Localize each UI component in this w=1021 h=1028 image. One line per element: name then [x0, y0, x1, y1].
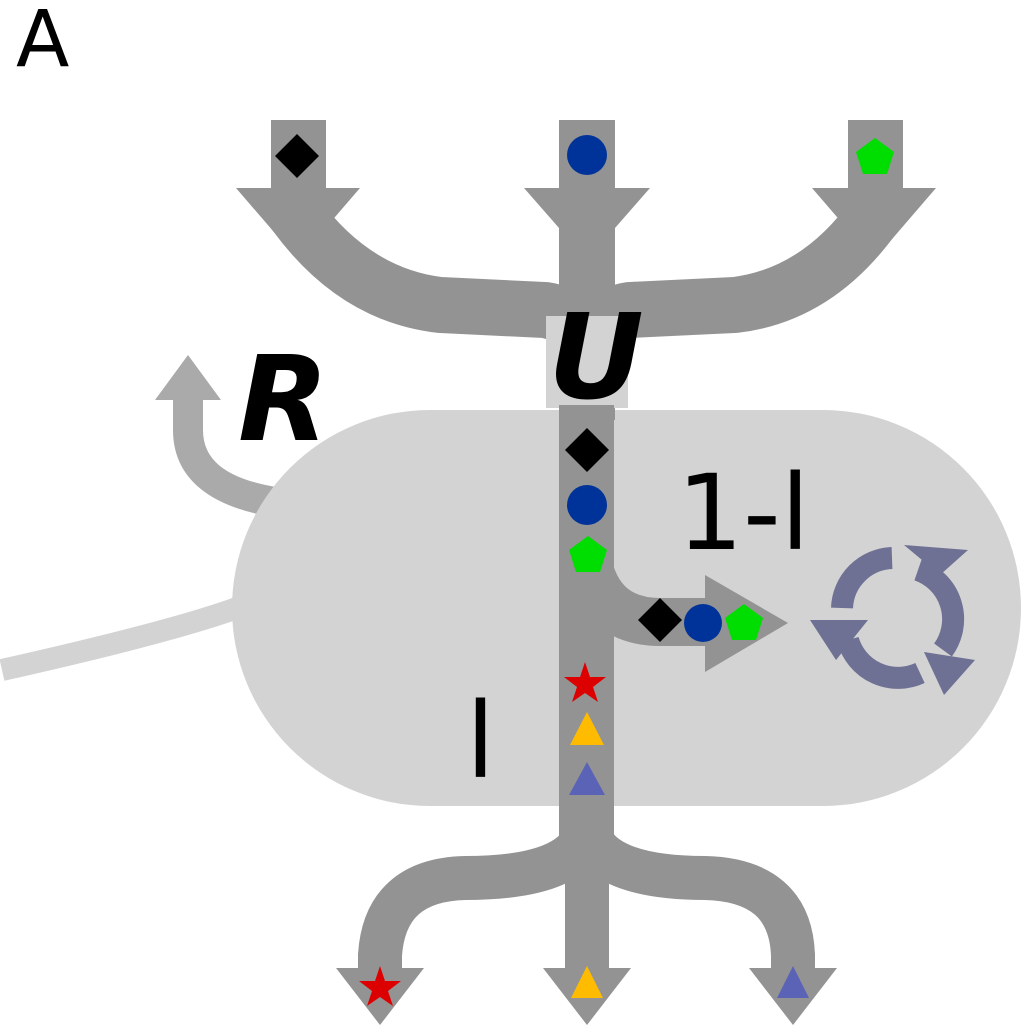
- triangle-blue-icon: [777, 966, 809, 998]
- diamond-icon: [638, 598, 682, 642]
- uptake-label-box: [546, 316, 628, 408]
- panel-label: A: [16, 0, 69, 85]
- retained-fraction-label: 1-l: [677, 452, 810, 574]
- diamond-icon: [565, 428, 609, 472]
- lost-fraction-label: l: [466, 680, 495, 802]
- pentagon-icon: [725, 604, 763, 640]
- cell-tail: [0, 594, 249, 681]
- input-arrowhead-center: [524, 188, 650, 260]
- pentagon-icon: [569, 536, 607, 572]
- star-icon: [359, 966, 401, 1006]
- input-arrowhead-left: [236, 188, 360, 260]
- release-label: R: [238, 330, 329, 468]
- circle-icon: [567, 135, 607, 175]
- central-channel: [559, 405, 614, 865]
- outflow-channels: [358, 822, 815, 975]
- triangle-yellow-icon: [571, 966, 603, 998]
- star-icon: [564, 662, 606, 702]
- uptake-label: U: [548, 288, 644, 426]
- circle-icon: [567, 485, 607, 525]
- diamond-icon: [275, 134, 319, 178]
- pentagon-icon: [856, 138, 894, 174]
- recycle-icon: [831, 547, 965, 689]
- circle-icon: [684, 604, 722, 642]
- input-arrowhead-right: [812, 188, 936, 260]
- triangle-blue-icon: [569, 762, 605, 795]
- triangle-yellow-icon: [570, 712, 604, 745]
- release-arrow: [155, 355, 278, 517]
